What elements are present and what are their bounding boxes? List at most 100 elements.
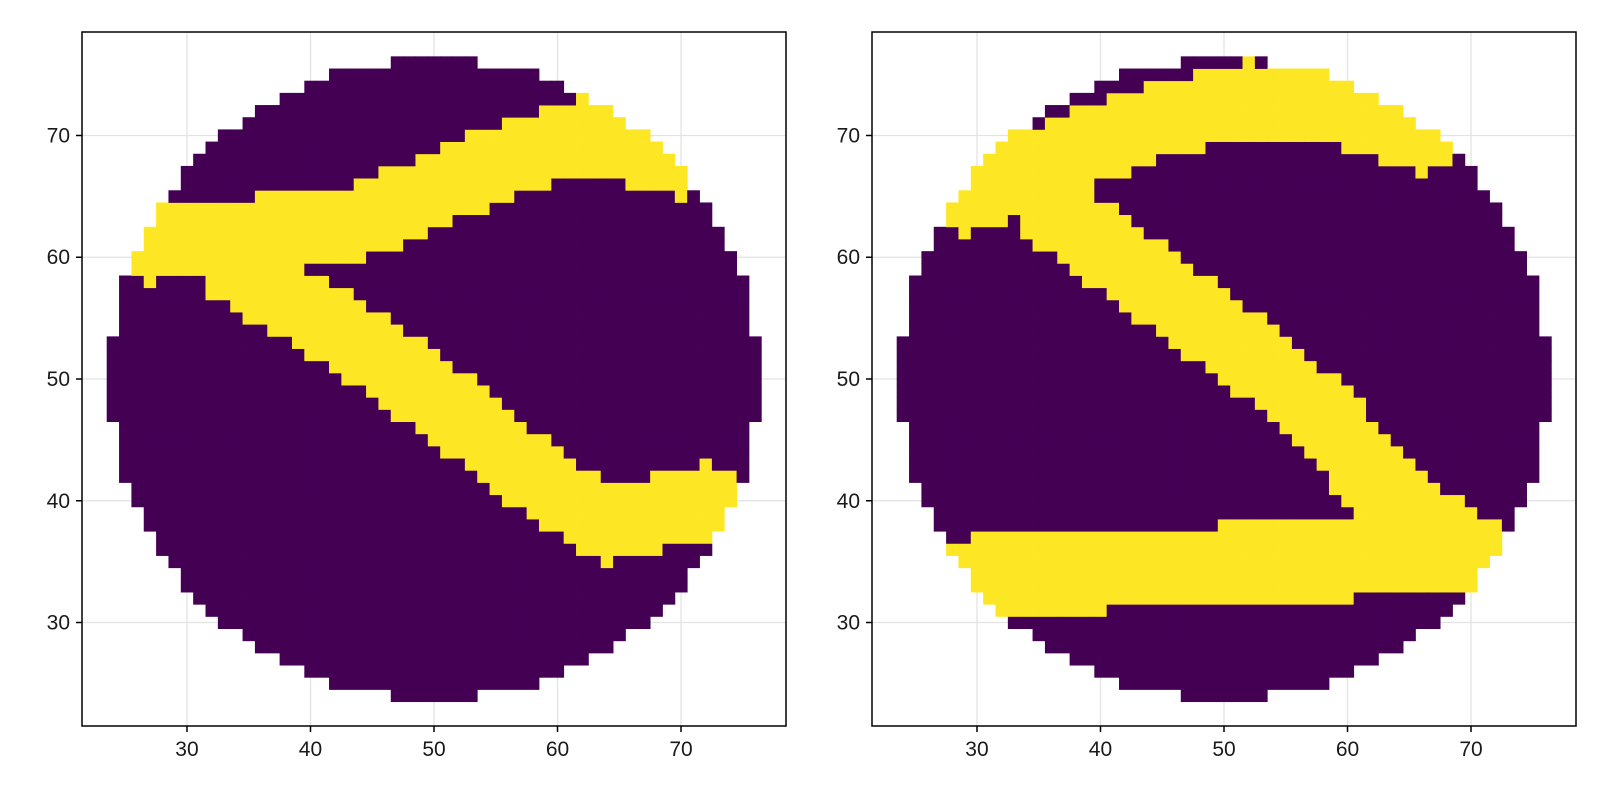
heatmap-cell [180, 506, 194, 520]
heatmap-cell [576, 397, 589, 410]
heatmap-cell [1217, 555, 1231, 569]
heatmap-cell [526, 117, 540, 130]
heatmap-cell [230, 592, 243, 605]
heatmap-cell [390, 117, 404, 130]
heatmap-cell [1328, 445, 1342, 459]
heatmap-cell [143, 287, 157, 301]
heatmap-cell [341, 677, 355, 690]
heatmap-cell [1390, 543, 1404, 556]
heatmap-cell [538, 640, 552, 654]
heatmap-cell [230, 348, 243, 362]
heatmap-cell [341, 92, 355, 106]
heatmap-cell [662, 409, 676, 423]
heatmap-cell [600, 153, 614, 167]
heatmap-cell [1081, 153, 1095, 167]
heatmap-cell [1328, 190, 1342, 203]
heatmap-cell [1106, 80, 1120, 94]
heatmap-cell [353, 482, 367, 496]
heatmap-cell [1217, 214, 1231, 228]
heatmap-cell [1094, 165, 1108, 179]
heatmap-cell [711, 372, 725, 386]
heatmap-cell [1094, 214, 1108, 228]
heatmap-cell [1279, 141, 1293, 155]
heatmap-cell [1205, 433, 1219, 447]
heatmap-cell [526, 214, 540, 228]
heatmap-cell [452, 348, 466, 362]
heatmap-cell [674, 336, 688, 349]
heatmap-cell [452, 287, 466, 301]
heatmap-cell [1131, 348, 1145, 362]
heatmap-cell [699, 348, 713, 362]
heatmap-cell [1366, 458, 1379, 471]
heatmap-cell [1291, 677, 1305, 690]
heatmap-cell [1378, 312, 1392, 325]
heatmap-cell [1254, 105, 1268, 118]
heatmap-cell [1032, 567, 1046, 581]
heatmap-cell [514, 385, 528, 398]
heatmap-cell [909, 445, 922, 459]
heatmap-cell [1119, 421, 1132, 435]
heatmap-cell [970, 214, 984, 228]
heatmap-cell [1304, 579, 1318, 593]
heatmap-cell [1304, 385, 1318, 398]
heatmap-cell [1316, 129, 1330, 142]
heatmap-cell [576, 652, 589, 666]
heatmap-cell [1057, 433, 1071, 447]
heatmap-cell [1427, 129, 1441, 142]
heatmap-cell [329, 202, 342, 216]
heatmap-cell [304, 153, 318, 167]
heatmap-cell [1230, 153, 1243, 167]
heatmap-cell [452, 665, 466, 678]
heatmap-cell [613, 421, 626, 435]
heatmap-cell [1119, 141, 1132, 155]
heatmap-cell [933, 409, 947, 423]
heatmap-cell [353, 299, 367, 313]
heatmap-cell [1378, 348, 1392, 362]
heatmap-cell [143, 226, 157, 240]
heatmap-cell [230, 531, 243, 544]
heatmap-cell [563, 202, 577, 216]
heatmap-cell [1291, 616, 1305, 629]
heatmap-cell [501, 251, 515, 264]
heatmap-cell [724, 251, 737, 264]
heatmap-cell [1254, 397, 1268, 410]
heatmap-cell [329, 312, 342, 325]
heatmap-cell [538, 628, 552, 642]
heatmap-cell [180, 165, 194, 179]
heatmap-cell [1106, 360, 1120, 374]
heatmap-cell [440, 372, 453, 386]
heatmap-cell [366, 68, 379, 82]
heatmap-cell [341, 640, 355, 654]
heatmap-cell [1217, 312, 1231, 325]
heatmap-cell [662, 287, 676, 301]
heatmap-cell [366, 360, 379, 374]
heatmap-cell [267, 178, 281, 191]
heatmap-cell [1353, 92, 1367, 106]
heatmap-cell [711, 482, 725, 496]
heatmap-cell [1452, 433, 1466, 447]
heatmap-cell [514, 677, 528, 690]
heatmap-cell [378, 543, 392, 556]
heatmap-cell [1353, 567, 1367, 581]
heatmap-cell [1069, 299, 1083, 313]
heatmap-cell [970, 579, 984, 593]
heatmap-cell [958, 494, 972, 508]
heatmap-cell [625, 604, 639, 617]
heatmap-cell [353, 531, 367, 544]
heatmap-cell [687, 312, 700, 325]
heatmap-cell [1489, 372, 1503, 386]
heatmap-cell [1230, 385, 1243, 398]
heatmap-cell [1205, 567, 1219, 581]
heatmap-cell [1242, 652, 1256, 666]
heatmap-cell [378, 68, 392, 82]
heatmap-cell [415, 555, 429, 569]
heatmap-cell [600, 421, 614, 435]
heatmap-cell [242, 190, 256, 203]
heatmap-cell [625, 592, 639, 605]
heatmap-cell [970, 324, 984, 337]
heatmap-cell [1205, 458, 1219, 471]
heatmap-cell [1205, 105, 1219, 118]
heatmap-cell [600, 214, 614, 228]
heatmap-cell [1489, 251, 1503, 264]
heatmap-cell [329, 494, 342, 508]
